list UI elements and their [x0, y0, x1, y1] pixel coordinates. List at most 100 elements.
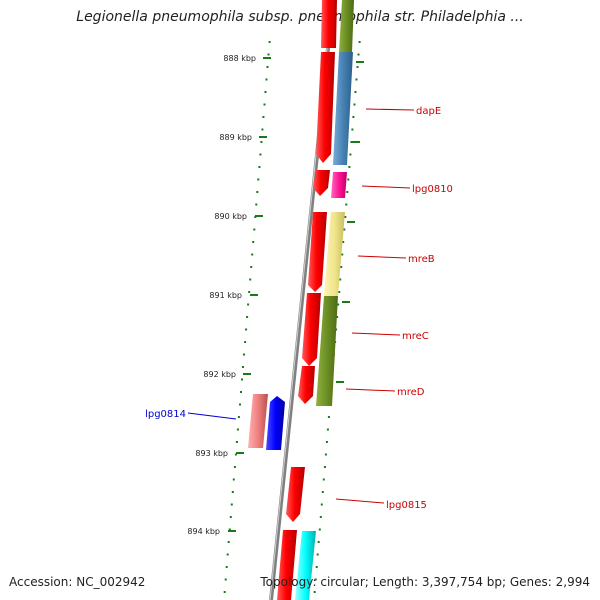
ruler-dot — [258, 166, 261, 168]
gene-label-lpg0815[interactable]: lpg0815 — [386, 500, 427, 511]
ruler-dot — [248, 291, 251, 293]
ruler-dot — [245, 328, 248, 331]
ruler-dot — [353, 103, 356, 106]
ruler-dot — [247, 303, 250, 306]
ruler-dot — [317, 541, 320, 543]
ruler-dot — [349, 153, 352, 156]
ruler-dot — [259, 153, 262, 156]
ruler-dot — [266, 66, 269, 68]
gene-label-lpg0810[interactable]: lpg0810 — [412, 184, 453, 195]
ruler-dot — [244, 341, 247, 343]
gene-label-dapE[interactable]: dapE — [416, 106, 441, 117]
ruler-dot — [343, 228, 346, 231]
ruler-dot — [256, 191, 259, 193]
gene-block-blue[interactable] — [266, 396, 285, 450]
ruler-dot — [226, 553, 229, 556]
ruler-dot — [260, 141, 263, 143]
cds-track — [277, 0, 337, 600]
leader-line — [187, 412, 237, 420]
ruler-dot — [355, 78, 358, 81]
ruler-dot — [318, 528, 321, 531]
ruler-dot — [225, 566, 228, 568]
tick-label-889: 889 kbp — [219, 133, 252, 142]
ruler-dot — [341, 253, 344, 256]
ruler-dot — [348, 166, 351, 168]
ruler-dot — [234, 453, 237, 456]
ruler-dot — [230, 503, 233, 506]
ruler-dot — [249, 278, 252, 281]
ruler-dot — [354, 91, 357, 93]
ruler-dot — [253, 228, 256, 231]
ruler-dot — [339, 278, 342, 281]
cds-feature[interactable] — [316, 52, 335, 163]
ruler-dot — [242, 366, 244, 368]
cds-feature[interactable] — [277, 530, 297, 600]
cds-feature[interactable] — [298, 366, 315, 404]
ruler-dot — [223, 591, 226, 593]
ruler-dot — [352, 116, 355, 118]
gene-label-lpg0814[interactable]: lpg0814 — [145, 409, 186, 420]
tick-label-892: 892 kbp — [203, 370, 236, 379]
gene-block-lpg0816[interactable] — [295, 531, 316, 600]
ruler-dot — [267, 53, 270, 56]
tick-label-888: 888 kbp — [223, 54, 256, 63]
tick-label-894: 894 kbp — [187, 527, 220, 536]
ruler-dot — [262, 116, 265, 118]
ruler-dot — [246, 316, 249, 318]
ruler-dot — [231, 491, 234, 493]
gene-block-lpg0814[interactable] — [248, 394, 268, 448]
gene-block-dapE[interactable] — [333, 52, 353, 165]
ruler-dot — [239, 403, 241, 406]
ruler-dot — [358, 41, 361, 43]
gene-labels: dapE lpg0810 mreB mreC mreD lpg0814 lpg0… — [145, 106, 453, 511]
ruler-dot — [227, 541, 230, 543]
ruler-dot — [263, 103, 266, 106]
gene-label-mreD[interactable]: mreD — [397, 387, 425, 398]
ruler-dots — [223, 41, 271, 593]
ruler-dot — [347, 178, 350, 181]
cds-feature[interactable] — [313, 170, 330, 196]
ruler-dot — [240, 391, 242, 393]
ruler-dot — [255, 203, 258, 206]
ruler-dot — [321, 491, 324, 493]
ruler-dot — [344, 216, 347, 218]
cds-feature[interactable] — [308, 212, 327, 292]
ruler-dot — [268, 41, 271, 43]
cds-feature[interactable] — [286, 467, 305, 522]
ruler-dot — [342, 241, 345, 243]
ruler-dot — [232, 478, 235, 481]
ruler-dot — [235, 441, 238, 443]
gene-block-mreB[interactable] — [324, 212, 345, 296]
gene-block-top[interactable] — [339, 0, 354, 52]
leader-line — [351, 332, 401, 336]
ruler-dot — [338, 291, 341, 293]
ruler-dot — [356, 66, 359, 68]
ruler-dot — [357, 53, 360, 56]
genome-stats-label: Topology: circular; Length: 3,397,754 bp… — [260, 575, 590, 589]
ruler-dot — [320, 503, 323, 506]
tick-label-890: 890 kbp — [214, 212, 247, 221]
ruler-dot — [351, 128, 354, 131]
ruler-dot — [229, 516, 232, 518]
gene-block-mreC[interactable] — [316, 296, 338, 406]
ruler-dot — [241, 378, 243, 381]
cds-feature[interactable] — [302, 293, 321, 366]
leader-line — [335, 498, 385, 504]
leader-line — [357, 255, 407, 259]
ruler-dot — [325, 441, 328, 443]
gene-label-mreC[interactable]: mreC — [402, 331, 429, 342]
gene-label-mreB[interactable]: mreB — [408, 254, 435, 265]
ruler-dot — [340, 266, 343, 268]
ruler-dot — [243, 353, 245, 356]
tick-label-891: 891 kbp — [209, 291, 242, 300]
ruler-dot — [323, 466, 326, 468]
gene-block-lpg0810[interactable] — [331, 172, 347, 198]
map-title: Legionella pneumophila subsp. pneumophil… — [76, 9, 524, 25]
ruler-dot — [250, 266, 253, 268]
ruler-dot — [322, 478, 325, 481]
leader-line — [361, 185, 411, 189]
cds-feature[interactable] — [321, 0, 337, 48]
ruler-dot — [336, 316, 339, 318]
ruler-dot — [350, 141, 353, 143]
